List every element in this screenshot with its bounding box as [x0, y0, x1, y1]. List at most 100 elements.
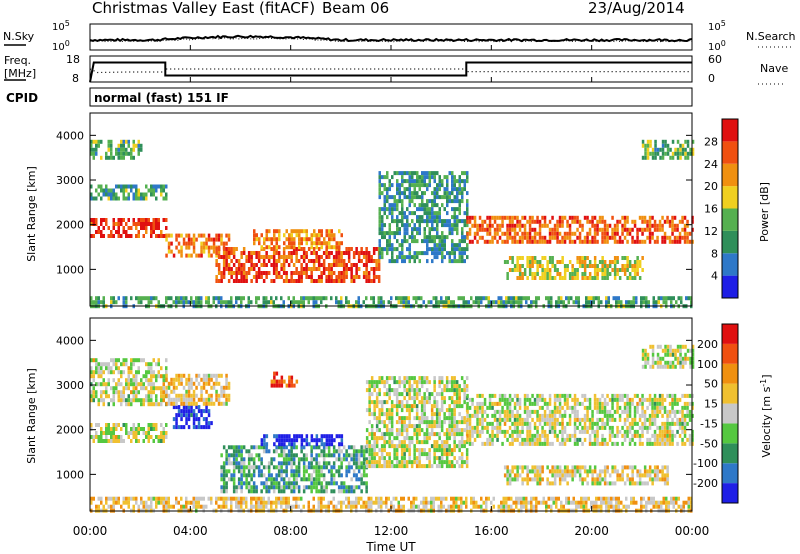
echo-cell	[145, 394, 148, 399]
echo-cell	[313, 233, 316, 238]
echo-cell	[573, 433, 577, 438]
echo-cell	[541, 256, 544, 260]
echo-cell	[662, 300, 665, 305]
echo-cell	[165, 237, 168, 242]
echo-cell	[448, 195, 451, 200]
echo-cell	[517, 300, 520, 305]
echo-cell	[197, 405, 201, 410]
echo-cell	[408, 187, 411, 192]
echo-cell	[92, 398, 95, 403]
echo-cell	[668, 437, 672, 442]
echo-cell	[235, 489, 238, 494]
echo-cell	[227, 397, 231, 402]
echo-cell	[357, 469, 361, 474]
echo-cell	[413, 183, 416, 188]
echo-cell	[97, 374, 100, 379]
echo-cell	[112, 196, 115, 201]
freq-tick-high: 18	[66, 53, 80, 66]
echo-cell	[491, 429, 494, 434]
echo-cell	[137, 139, 140, 144]
echo-cell	[463, 211, 466, 216]
echo-cell	[295, 267, 298, 271]
echo-cell	[398, 376, 401, 381]
echo-cell	[147, 370, 150, 375]
echo-cell	[300, 279, 303, 283]
echo-cell	[483, 227, 487, 232]
echo-cell	[463, 247, 466, 252]
echo-cell	[355, 271, 358, 275]
echo-cell	[473, 413, 477, 418]
echo-cell	[210, 393, 213, 398]
echo-cell	[488, 405, 492, 410]
echo-cell	[623, 401, 627, 406]
echo-cell	[400, 296, 403, 301]
echo-cell	[455, 420, 459, 425]
echo-cell	[207, 393, 211, 398]
echo-cell	[318, 438, 321, 443]
echo-cell	[100, 230, 103, 234]
echo-cell	[212, 401, 216, 406]
echo-cell	[275, 379, 279, 384]
echo-cell	[618, 276, 622, 280]
echo-cell	[312, 465, 316, 470]
echo-cell	[428, 211, 431, 216]
echo-cell	[180, 377, 183, 382]
echo-cell	[676, 239, 679, 244]
echo-cell	[135, 439, 138, 443]
echo-cell	[611, 235, 614, 240]
echo-cell	[142, 192, 145, 197]
echo-cell	[325, 229, 328, 234]
echo-cell	[250, 477, 253, 482]
echo-cell	[292, 300, 295, 305]
echo-cell	[378, 408, 381, 413]
echo-cell	[145, 192, 148, 197]
echo-cell	[242, 481, 246, 486]
echo-cell	[676, 397, 679, 402]
echo-cell	[388, 376, 391, 381]
echo-cell	[110, 431, 113, 435]
echo-cell	[588, 405, 592, 410]
echo-cell	[95, 230, 98, 234]
echo-cell	[320, 465, 323, 470]
echo-cell	[663, 441, 667, 446]
echo-cell	[443, 235, 446, 240]
echo-cell	[160, 431, 163, 435]
echo-cell	[210, 421, 213, 426]
echo-cell	[453, 432, 456, 437]
echo-cell	[428, 239, 431, 244]
echo-cell	[167, 249, 171, 254]
echo-cell	[690, 300, 693, 305]
echo-cell	[272, 449, 276, 454]
echo-cell	[303, 229, 306, 234]
echo-cell	[641, 405, 644, 410]
echo-cell	[135, 226, 138, 230]
echo-cell	[443, 440, 446, 445]
echo-cell	[110, 296, 113, 301]
echo-cell	[458, 392, 461, 397]
echo-cell	[132, 398, 135, 403]
echo-cell	[250, 259, 253, 263]
echo-cell	[117, 155, 120, 160]
echo-cell	[684, 155, 687, 160]
echo-cell	[533, 272, 537, 276]
echo-cell	[277, 461, 281, 466]
echo-cell	[200, 377, 203, 382]
echo-cell	[661, 393, 664, 398]
echo-cell	[300, 241, 303, 246]
echo-cell	[518, 397, 522, 402]
echo-cell	[393, 452, 396, 457]
echo-cell	[400, 464, 404, 469]
echo-cell	[656, 239, 659, 244]
echo-cell	[250, 453, 253, 458]
echo-cell	[433, 380, 436, 385]
echo-cell	[250, 255, 253, 259]
echo-cell	[112, 218, 115, 222]
echo-cell	[380, 296, 383, 301]
echo-cell	[668, 409, 672, 414]
echo-cell	[393, 219, 396, 224]
echo-cell	[586, 417, 589, 422]
echo-cell	[433, 376, 436, 381]
echo-cell	[510, 300, 513, 305]
echo-cell	[305, 465, 308, 470]
echo-cell	[338, 434, 341, 439]
